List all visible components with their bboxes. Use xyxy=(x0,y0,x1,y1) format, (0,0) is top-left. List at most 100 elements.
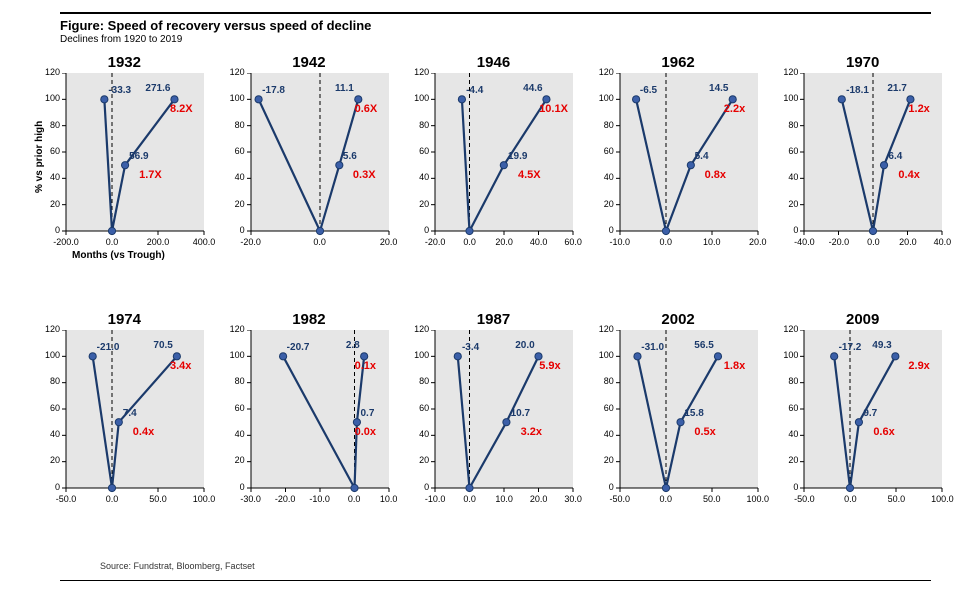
chart-title: 1970 xyxy=(772,54,953,71)
y-tick-label: 60 xyxy=(403,403,429,413)
y-tick-label: 20 xyxy=(34,199,60,209)
x-tick-label: 0.0 xyxy=(644,237,688,247)
y-tick-label: 0 xyxy=(403,482,429,492)
x-tick-label: 0.0 xyxy=(644,494,688,504)
point-label: -21.0 xyxy=(97,342,120,353)
ratio-label: 2.9x xyxy=(908,360,929,372)
point-label: -17.8 xyxy=(262,85,285,96)
x-tick-label: -200.0 xyxy=(44,237,88,247)
chart-title: 1982 xyxy=(219,311,400,328)
y-tick-label: 60 xyxy=(588,403,614,413)
chart-cell-2009: 2009020406080100120-50.00.050.0100.0-17.… xyxy=(772,311,953,556)
ratio-label: 3.2x xyxy=(521,426,542,438)
chart-cell-1942: 1942020406080100120-20.00.020.0-17.85.61… xyxy=(219,54,400,299)
figure-header: Figure: Speed of recovery versus speed o… xyxy=(60,18,371,45)
y-axis-label: % vs prior high xyxy=(34,120,45,192)
x-tick-label: -50.0 xyxy=(598,494,642,504)
point-label: -3.4 xyxy=(462,342,479,353)
y-tick-label: 0 xyxy=(34,225,60,235)
point-label: 10.7 xyxy=(511,408,530,419)
chart-cell-1987: 1987020406080100120-10.00.010.020.030.0-… xyxy=(403,311,584,556)
ratio-label: 0.6x xyxy=(873,426,894,438)
y-tick-label: 80 xyxy=(219,120,245,130)
y-tick-label: 100 xyxy=(588,350,614,360)
point-label: 6.4 xyxy=(888,151,902,162)
ratio-label: 2.2x xyxy=(724,103,745,115)
x-tick-label: 200.0 xyxy=(136,237,180,247)
chart-title: 1946 xyxy=(403,54,584,71)
y-tick-label: 60 xyxy=(34,403,60,413)
ratio-label: 0.4x xyxy=(898,169,919,181)
point-label: 7.4 xyxy=(123,408,137,419)
point-label: -4.4 xyxy=(466,85,483,96)
plot-area: 020406080100120-30.0-20.0-10.00.010.0-20… xyxy=(219,330,399,512)
y-tick-label: 100 xyxy=(772,93,798,103)
ratio-label: 1.2x xyxy=(908,103,929,115)
y-tick-label: 0 xyxy=(772,482,798,492)
y-tick-label: 0 xyxy=(219,225,245,235)
plot-area: 020406080100120-200.00.0200.0400.0-33.35… xyxy=(34,73,214,255)
point-label: -6.5 xyxy=(640,85,657,96)
x-tick-label: 50.0 xyxy=(136,494,180,504)
y-tick-label: 120 xyxy=(403,67,429,77)
ratio-label: 1.7X xyxy=(139,169,162,181)
figure-subtitle: Declines from 1920 to 2019 xyxy=(60,34,371,45)
y-tick-label: 0 xyxy=(403,225,429,235)
point-label: 19.9 xyxy=(508,151,527,162)
y-tick-label: 40 xyxy=(588,429,614,439)
chart-cell-1982: 1982020406080100120-30.0-20.0-10.00.010.… xyxy=(219,311,400,556)
ratio-label: 4.5X xyxy=(518,169,541,181)
point-label: 0.7 xyxy=(361,408,375,419)
y-tick-label: 0 xyxy=(588,225,614,235)
chart-title: 1962 xyxy=(588,54,769,71)
x-tick-label: 100.0 xyxy=(920,494,961,504)
point-label: 49.3 xyxy=(848,340,892,351)
y-tick-label: 100 xyxy=(772,350,798,360)
y-tick-label: 80 xyxy=(403,120,429,130)
plot-area: 020406080100120-20.00.020.040.060.0-4.41… xyxy=(403,73,583,255)
plot-area: 020406080100120-50.00.050.0100.0-31.015.… xyxy=(588,330,768,512)
y-tick-label: 120 xyxy=(219,67,245,77)
rule-top xyxy=(60,12,931,14)
chart-cell-1974: 1974020406080100120-50.00.050.0100.0-21.… xyxy=(34,311,215,556)
x-tick-label: 50.0 xyxy=(874,494,918,504)
y-tick-label: 120 xyxy=(772,324,798,334)
y-tick-label: 100 xyxy=(219,350,245,360)
point-label: 56.9 xyxy=(129,151,148,162)
y-tick-label: 100 xyxy=(403,350,429,360)
x-tick-label: 40.0 xyxy=(920,237,961,247)
plot-area: 020406080100120-20.00.020.0-17.85.611.10… xyxy=(219,73,399,255)
point-label: 20.0 xyxy=(491,340,535,351)
plot-area: 020406080100120-10.00.010.020.030.0-3.41… xyxy=(403,330,583,512)
chart-title: 1942 xyxy=(219,54,400,71)
ratio-label: 0.1x xyxy=(355,360,376,372)
y-tick-label: 40 xyxy=(219,172,245,182)
chart-cell-1962: 1962020406080100120-10.00.010.020.0-6.55… xyxy=(588,54,769,299)
ratio-label: 0.5x xyxy=(694,426,715,438)
ratio-label: 0.0x xyxy=(355,426,376,438)
y-tick-label: 20 xyxy=(219,455,245,465)
ratio-label: 10.1X xyxy=(539,103,568,115)
y-tick-label: 80 xyxy=(772,376,798,386)
chart-title: 2002 xyxy=(588,311,769,328)
y-tick-label: 120 xyxy=(772,67,798,77)
chart-title: 1974 xyxy=(34,311,215,328)
y-tick-label: 40 xyxy=(403,429,429,439)
ratio-label: 8.2X xyxy=(170,103,193,115)
y-tick-label: 40 xyxy=(772,172,798,182)
chart-cell-1970: 1970020406080100120-40.0-20.00.020.040.0… xyxy=(772,54,953,299)
y-tick-label: 0 xyxy=(219,482,245,492)
y-tick-label: 20 xyxy=(34,455,60,465)
y-tick-label: 60 xyxy=(772,403,798,413)
y-tick-label: 40 xyxy=(34,429,60,439)
chart-cell-1946: 1946020406080100120-20.00.020.040.060.0-… xyxy=(403,54,584,299)
chart-cell-1932: 1932020406080100120-200.00.0200.0400.0-3… xyxy=(34,54,215,299)
point-label: -31.0 xyxy=(641,342,664,353)
y-tick-label: 80 xyxy=(403,376,429,386)
y-tick-label: 80 xyxy=(588,120,614,130)
point-label: 5.6 xyxy=(343,151,357,162)
y-tick-label: 100 xyxy=(588,93,614,103)
y-tick-label: 120 xyxy=(588,324,614,334)
y-tick-label: 20 xyxy=(772,455,798,465)
ratio-label: 0.8x xyxy=(705,169,726,181)
